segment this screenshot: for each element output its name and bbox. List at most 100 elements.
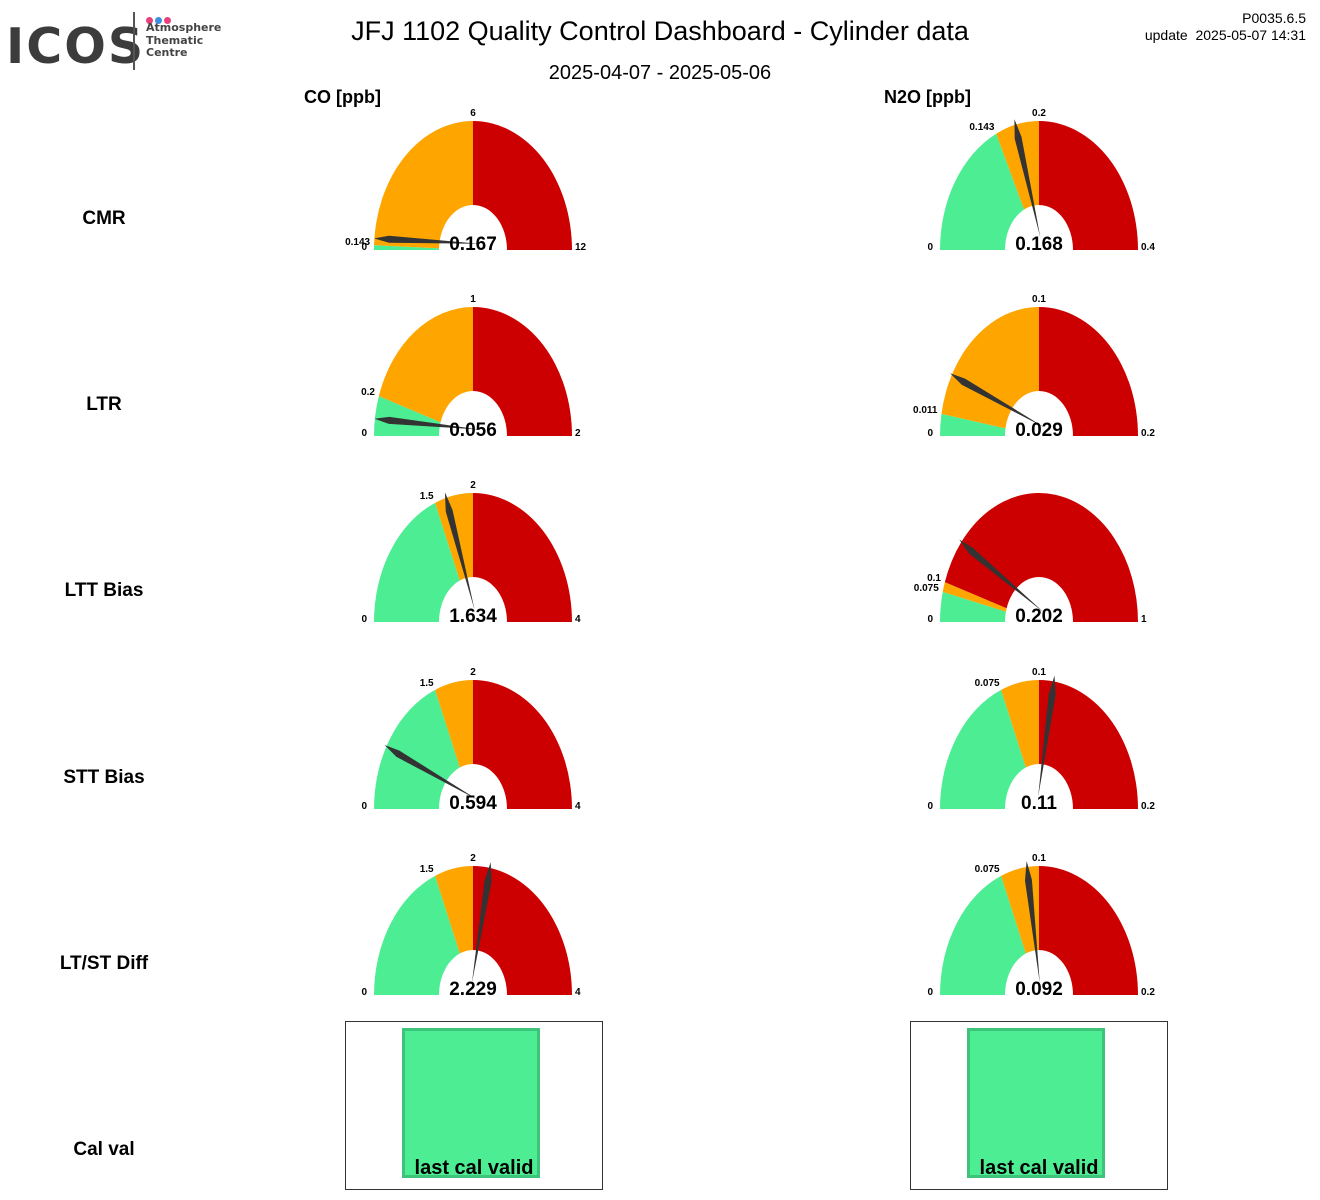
gauge-tick-label: 0.075 — [975, 678, 1000, 689]
gauge-needle — [471, 862, 492, 984]
cal-status-text: last cal valid — [979, 1157, 1099, 1179]
gauge-hub — [439, 205, 507, 250]
logo-wordmark: ICOS — [6, 18, 146, 75]
gauge-hub — [1005, 205, 1073, 250]
gauge-hub — [1005, 950, 1073, 995]
gauge-needle — [950, 373, 1045, 428]
version-number: P0035.6.5 — [1242, 10, 1306, 26]
gauge-hub — [439, 391, 507, 436]
gauge-value: 0.092 — [1015, 979, 1063, 1000]
gauge-tick-label: 0.2 — [1141, 801, 1155, 812]
gauge-tick-label: 4 — [575, 987, 581, 998]
gauge-tick-label: 12 — [575, 242, 587, 253]
gauge-tick-label: 0.1 — [1032, 294, 1046, 305]
gauge-tick-label: 0.011 — [913, 405, 938, 416]
gauge-tick-label: 0.2 — [1141, 428, 1155, 439]
gauge-band — [473, 493, 572, 622]
cal-status-text: last cal valid — [414, 1157, 534, 1179]
gauge-needle — [1038, 675, 1056, 798]
gauge-tick-label: 0 — [927, 242, 933, 253]
gauge-value: 0.202 — [1015, 606, 1063, 627]
gauge-needle — [374, 416, 479, 430]
gauge-band — [473, 866, 572, 995]
gauge-band — [473, 121, 572, 250]
gauge-tick-label: 1 — [470, 294, 476, 305]
gauge-hub — [1005, 577, 1073, 622]
gauge-needle — [384, 745, 479, 801]
gauge-needle — [374, 235, 479, 244]
logo-dot — [164, 17, 171, 24]
gauge-tick-label: 0.075 — [914, 583, 939, 594]
row-label: CMR — [82, 208, 126, 229]
logo-divider — [133, 12, 135, 70]
gauge-tick-label: 0 — [361, 242, 367, 253]
gauge-tick-label: 0.143 — [345, 237, 370, 248]
logo-sub-line: Thematic — [146, 33, 204, 47]
row-label: LT/ST Diff — [60, 953, 149, 974]
gauge-tick-label: 6 — [470, 108, 476, 119]
date-range: 2025-04-07 - 2025-05-06 — [548, 62, 772, 84]
gauge-tick-label: 0.075 — [975, 864, 1000, 875]
gauge-hub — [439, 950, 507, 995]
gauge-band — [1039, 866, 1138, 995]
gauge-tick-label: 0.1 — [1032, 667, 1046, 678]
page-title: JFJ 1102 Quality Control Dashboard - Cyl… — [351, 16, 969, 46]
gauge-value: 0.168 — [1015, 234, 1063, 255]
gauge-tick-label: 2 — [575, 428, 581, 439]
gauge-value: 0.056 — [449, 420, 497, 441]
logo-dot — [146, 17, 153, 24]
gauge-tick-label: 2 — [470, 667, 476, 678]
gauge-tick-label: 1.5 — [420, 864, 434, 875]
gauge-tick-label: 0.1 — [1032, 853, 1046, 864]
gauge-value: 0.11 — [1021, 793, 1057, 814]
gauge-hub — [439, 577, 507, 622]
gauge-band — [1039, 680, 1138, 809]
gauge-tick-label: 0 — [361, 614, 367, 625]
gauge-needle — [444, 492, 475, 611]
gauge-tick-label: 1.5 — [420, 678, 434, 689]
gauge-tick-label: 0.2 — [1032, 108, 1046, 119]
logo-dot — [155, 17, 162, 24]
gauge-tick-label: 0.1 — [927, 573, 941, 584]
cal-status-indicator — [967, 1028, 1105, 1178]
gauge-tick-label: 0.143 — [969, 122, 994, 133]
gauge-tick-label: 0 — [361, 801, 367, 812]
row-label: LTR — [86, 394, 122, 415]
logo-dots-icon — [146, 11, 173, 29]
gauge-tick-label: 0.4 — [1141, 242, 1155, 253]
gauge-value: 2.229 — [449, 979, 497, 1000]
gauge-needle — [1025, 861, 1040, 983]
gauge-band — [374, 121, 473, 250]
row-label: Cal val — [73, 1139, 134, 1160]
icos-logo: ICOS Atmosphere Thematic Centre — [6, 8, 226, 75]
gauge-tick-label: 0 — [927, 428, 933, 439]
gauge-tick-label: 4 — [575, 614, 581, 625]
logo-sub-line: Centre — [146, 46, 188, 59]
gauge-value: 0.167 — [449, 234, 497, 255]
gauge-band — [941, 307, 1039, 436]
gauge-value: 0.029 — [1015, 420, 1063, 441]
version-info: P0035.6.5 update 2025-05-07 14:31 — [1145, 10, 1306, 44]
gauge-band — [473, 307, 572, 436]
gauge-tick-label: 0.2 — [361, 387, 375, 398]
gauge-tick-label: 0 — [927, 614, 933, 625]
gauge-tick-label: 0 — [361, 428, 367, 439]
gauge-tick-label: 0.2 — [1141, 987, 1155, 998]
gauge-tick-label: 0 — [927, 987, 933, 998]
gauge-band — [944, 493, 1138, 622]
column-header-co: CO [ppb] — [304, 87, 381, 107]
gauge-band — [1039, 121, 1138, 250]
gauge-needle — [1014, 119, 1041, 239]
column-header-n2o: N2O [ppb] — [884, 87, 971, 107]
gauge-value: 1.634 — [449, 606, 497, 627]
gauge-needle — [959, 539, 1044, 613]
gauge-value: 0.594 — [449, 793, 497, 814]
gauge-tick-label: 0 — [361, 987, 367, 998]
cal-val-box-n2o: last cal valid — [910, 1021, 1168, 1190]
gauge-hub — [1005, 764, 1073, 809]
gauge-band — [1039, 307, 1138, 436]
gauge-tick-label: 0 — [927, 801, 933, 812]
update-timestamp: update 2025-05-07 14:31 — [1144, 27, 1306, 43]
row-label: STT Bias — [63, 767, 144, 788]
